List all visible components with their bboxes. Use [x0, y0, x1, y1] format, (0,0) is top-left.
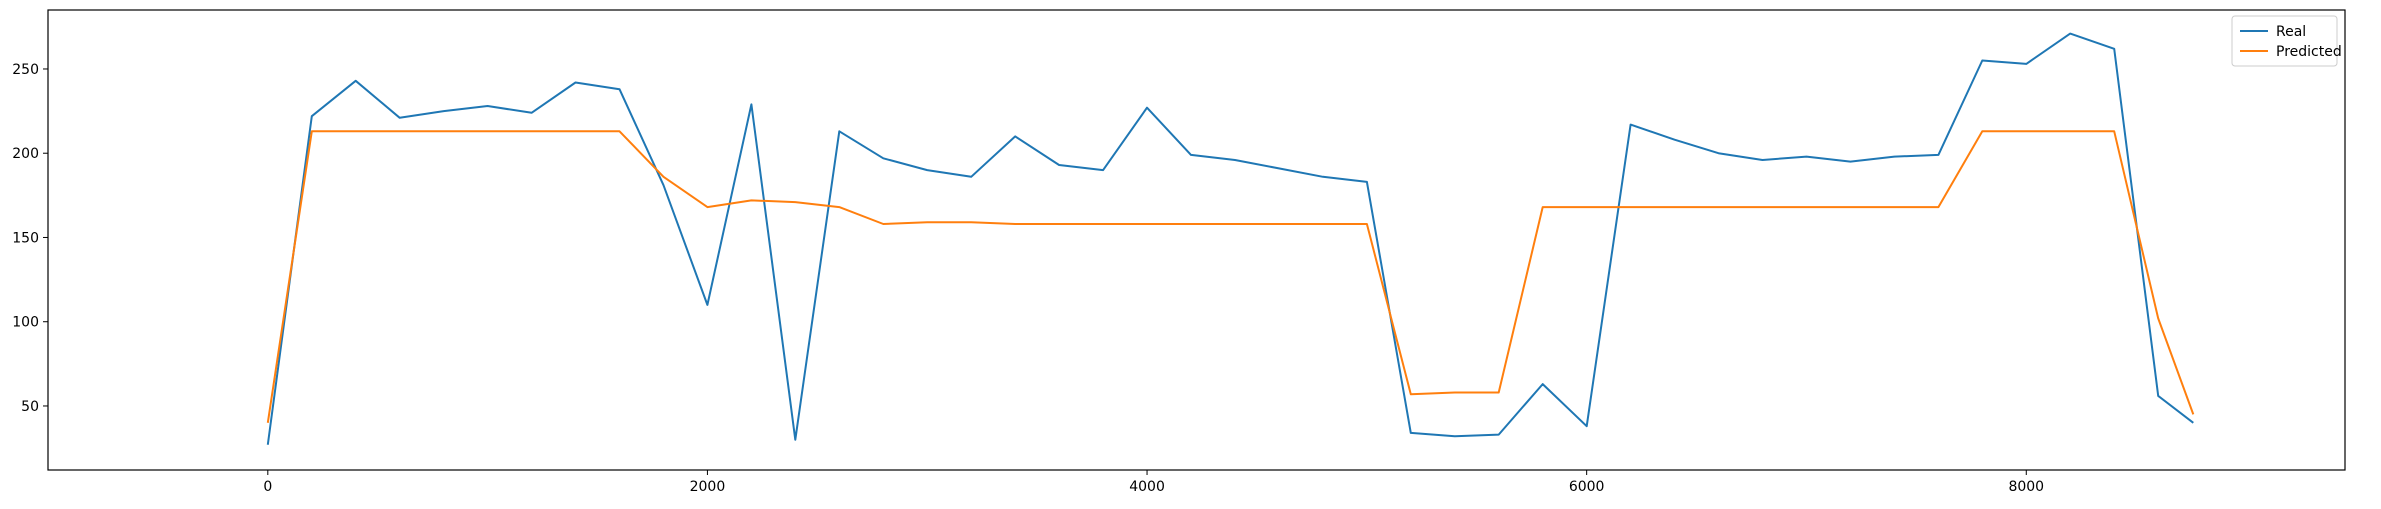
- y-tick-label: 200: [12, 146, 39, 162]
- series-line-predicted: [266, 130, 2195, 423]
- y-tick-label: 250: [12, 62, 39, 78]
- plot-lines: [266, 32, 2195, 445]
- x-tick-label: 8000: [2008, 479, 2044, 495]
- y-axis: 50 100 150 200 250: [12, 62, 48, 415]
- legend-label-predicted: Predicted: [2276, 44, 2342, 60]
- legend-label-real: Real: [2276, 24, 2306, 40]
- legend-box: [2231, 15, 2338, 67]
- x-tick-label: 0: [263, 479, 272, 495]
- y-tick-label: 50: [21, 399, 39, 415]
- plot-frame: [47, 9, 2346, 471]
- x-tick-label: 2000: [690, 479, 726, 495]
- y-tick-label: 100: [12, 315, 39, 331]
- x-tick-label: 6000: [1569, 479, 1605, 495]
- x-tick-label: 4000: [1129, 479, 1165, 495]
- series-line-real: [266, 32, 2194, 445]
- y-tick-label: 150: [12, 230, 39, 246]
- x-axis: 0 2000 4000 6000 8000: [263, 470, 2044, 495]
- legend: Real Predicted: [2231, 15, 2342, 67]
